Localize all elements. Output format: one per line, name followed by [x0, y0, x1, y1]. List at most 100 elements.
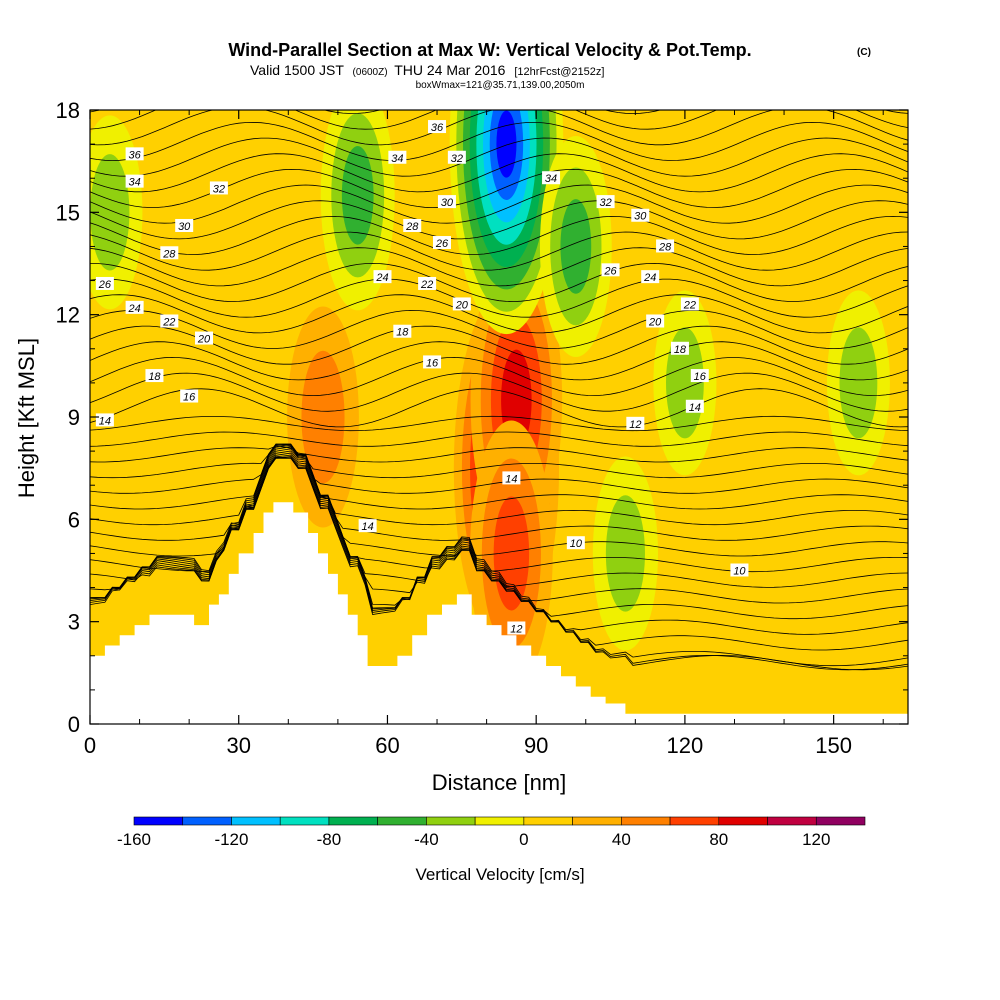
x-tick-label: 150	[815, 733, 852, 758]
x-tick-label: 90	[524, 733, 548, 758]
colorbar-tick-labels: -160 -120 -80 -40 0 40 80 120	[117, 830, 830, 849]
x-tick-label: 120	[667, 733, 704, 758]
contour-label-bg	[373, 270, 392, 284]
theta-contour-line	[90, 457, 908, 671]
contour-label: 22	[162, 316, 175, 328]
theta-contour-line	[90, 446, 908, 573]
contour-label-bg	[452, 297, 471, 311]
contour-label: 26	[603, 265, 617, 277]
contour-label-bg	[730, 563, 749, 577]
w-level	[301, 350, 345, 484]
chart-subtitle-box: boxWmax=121@35.71,139.00,2050m	[416, 80, 585, 91]
colorbar-swatch	[523, 816, 573, 826]
plot-area: 36 34 32 30 28 26 24 22 20 18 16 14 36 34 32 30 28 26 24 22…	[90, 110, 908, 724]
contour-label-bg	[180, 389, 199, 403]
w-anomaly-9	[826, 290, 890, 476]
w-level	[560, 199, 592, 294]
contour-label-bg	[641, 270, 660, 284]
contour-label: 24	[643, 272, 656, 284]
contour-label: 20	[455, 299, 469, 311]
colorbar-swatch	[182, 816, 232, 826]
colorbar-tick-label: -160	[117, 830, 151, 849]
contour-label: 32	[451, 153, 463, 165]
theta-contour-line	[90, 278, 908, 318]
contour-label-bg	[209, 181, 228, 195]
contour-label-bg	[601, 263, 620, 277]
subtitle-zulu: (0600Z)	[353, 67, 388, 78]
contour-label-bg	[423, 355, 442, 369]
w-level	[839, 327, 878, 439]
subtitle-date: THU 24 Mar 2016	[394, 62, 505, 78]
contour-label-bg	[670, 341, 689, 355]
contour-label-bg	[145, 369, 164, 383]
theta-contour-line	[90, 247, 908, 287]
theta-contour-line	[90, 215, 908, 256]
w-anomaly-7	[592, 456, 659, 651]
theta-contour-line	[90, 262, 908, 303]
contour-label: 36	[128, 149, 141, 161]
contour-label: 28	[405, 221, 419, 233]
theta-contour-line	[90, 431, 908, 447]
contour-label-bg	[542, 171, 561, 185]
y-tick-label: 12	[56, 303, 80, 328]
y-tick-label: 6	[68, 507, 80, 532]
colorbar-swatch	[572, 816, 622, 826]
contour-label-bg	[502, 471, 521, 485]
contour-label-bg	[125, 174, 144, 188]
contour-label: 30	[178, 221, 191, 233]
colorbar-tick-label: -80	[317, 830, 342, 849]
theta-contour-line	[90, 341, 908, 381]
colorbar-tick-label: 80	[709, 830, 728, 849]
contour-label-bg	[447, 150, 466, 164]
contour-label: 22	[683, 299, 696, 311]
theta-contour-line	[90, 372, 908, 412]
contour-label-bg	[596, 195, 615, 209]
contour-label: 10	[733, 566, 746, 578]
terrain-mask	[90, 502, 908, 724]
y-tick-label: 15	[56, 200, 80, 225]
w-level	[605, 495, 645, 612]
contour-label-bg	[393, 324, 412, 338]
contour-label-bg	[418, 276, 437, 290]
contour-label: 32	[213, 183, 225, 195]
contour-label-bg	[175, 218, 194, 232]
contour-label: 26	[435, 238, 449, 250]
colorbar-swatch	[279, 816, 330, 826]
contour-label: 34	[391, 153, 403, 165]
contour-label: 28	[658, 241, 672, 253]
colorbar-swatch	[474, 816, 525, 826]
contour-label: 20	[648, 316, 662, 328]
theta-contour-line	[90, 443, 908, 494]
theta-contour-line	[90, 121, 908, 161]
w-level	[90, 154, 130, 271]
theta-contour-line	[90, 444, 908, 479]
theta-contour-line	[90, 415, 908, 432]
colorbar-swatch	[815, 816, 866, 826]
theta-contour-line	[90, 294, 908, 334]
chart-title: Wind-Parallel Section at Max W: Vertical…	[228, 40, 751, 60]
contour-label: 20	[197, 334, 211, 346]
contour-label-bg	[690, 369, 709, 383]
contour-label: 16	[183, 392, 196, 404]
contour-label-bg	[432, 236, 451, 250]
colorbar-tick-label: 0	[519, 830, 528, 849]
contour-label: 32	[599, 197, 611, 209]
theta-contour-line	[90, 388, 908, 428]
contour-label: 14	[99, 415, 111, 427]
colorbar-swatch	[767, 816, 817, 826]
contour-label-bg	[160, 314, 179, 328]
contour-label: 18	[148, 371, 161, 383]
contour-label: 16	[694, 371, 707, 383]
contour-label: 30	[441, 197, 454, 209]
contour-label: 24	[375, 272, 388, 284]
contour-label: 34	[128, 177, 140, 189]
x-tick-label: 0	[84, 733, 96, 758]
subtitle-valid-time: Valid 1500 JST	[250, 62, 344, 78]
y-tick-label: 0	[68, 712, 80, 737]
theta-contour-line	[90, 137, 908, 177]
contour-label: 14	[689, 402, 701, 414]
colorbar-swatch	[133, 816, 184, 826]
x-axis-label: Distance [nm]	[432, 770, 567, 795]
